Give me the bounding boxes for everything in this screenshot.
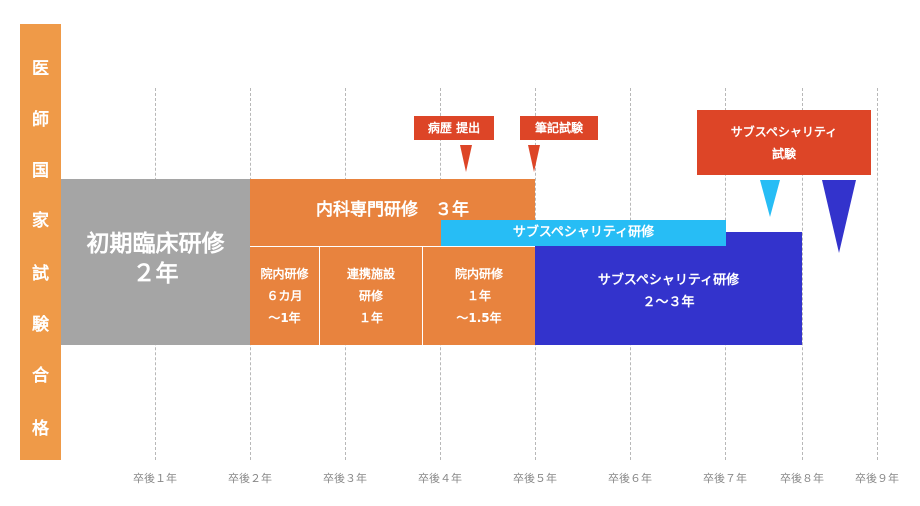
rotation-line: １年 xyxy=(358,311,383,325)
subspecialty-exam-line: サブスペシャリティ xyxy=(730,125,838,139)
side-label-char: 試 xyxy=(32,264,49,284)
rotation-line: 院内研修 xyxy=(454,267,503,281)
year-label: 卒後１年 xyxy=(133,472,177,485)
side-label-char: 合 xyxy=(32,366,49,386)
rotation-line: ～1年 xyxy=(268,311,301,325)
side-label-char: 国 xyxy=(32,161,49,181)
internal-medicine-block: 内科専門研修 ３年 xyxy=(250,179,535,246)
rotation-line: 連携施設 xyxy=(346,267,395,281)
written-exam-label: 筆記試験 xyxy=(534,121,583,135)
year-label: 卒後３年 xyxy=(323,472,367,485)
subspecialty-training-line: ２～３年 xyxy=(642,295,695,310)
rotation-line: 研修 xyxy=(358,289,383,303)
case-history-pointer xyxy=(460,145,472,172)
case-history-label: 病歴 提出 xyxy=(427,121,481,135)
written-exam-flag: 筆記試験 xyxy=(520,116,598,140)
year-label: 卒後９年 xyxy=(855,472,899,485)
subspecialty-training-line: サブスペシャリティ研修 xyxy=(597,273,740,288)
rotation-block: 院内研修 ６カ月 ～1年 xyxy=(250,246,320,345)
rotation-line: 院内研修 xyxy=(260,267,309,281)
year-gridline xyxy=(877,88,878,460)
side-label-char: 師 xyxy=(32,110,49,130)
rotation-line: ～1.5年 xyxy=(456,311,502,325)
initial-training-title: 初期臨床研修 xyxy=(86,231,225,257)
rotation-block: 連携施設 研修 １年 xyxy=(320,246,423,345)
subspecialty-exam-line: 試験 xyxy=(771,147,796,161)
side-label-char: 格 xyxy=(32,419,49,439)
year-label: 卒後６年 xyxy=(608,472,652,485)
written-exam-pointer xyxy=(528,145,540,172)
year-label: 卒後７年 xyxy=(703,472,747,485)
side-label-char: 験 xyxy=(32,315,49,335)
initial-training-duration: ２年 xyxy=(132,261,179,287)
initial-training-block: 初期臨床研修 ２年 xyxy=(61,179,250,345)
subspecialty-overlap-bar: サブスペシャリティ研修 xyxy=(441,220,726,246)
rotation-line: ６カ月 xyxy=(266,289,303,303)
case-history-flag: 病歴 提出 xyxy=(414,116,494,140)
year-label: 卒後２年 xyxy=(228,472,272,485)
year-gridline xyxy=(802,88,803,460)
year-label: 卒後４年 xyxy=(418,472,462,485)
subspecialty-exam-flag: サブスペシャリティ 試験 xyxy=(697,110,871,175)
side-label-char: 医 xyxy=(32,59,49,79)
year-label: 卒後５年 xyxy=(513,472,557,485)
internal-medicine-title: 内科専門研修 ３年 xyxy=(316,200,469,220)
side-label-char: 家 xyxy=(32,211,49,231)
subspecialty-training-end-pointer xyxy=(822,180,856,253)
subspecialty-overlap-end-pointer xyxy=(760,180,780,217)
subspecialty-training-block: サブスペシャリティ研修 ２～３年 xyxy=(535,232,802,345)
subspecialty-overlap-label: サブスペシャリティ研修 xyxy=(512,225,655,240)
rotation-block: 院内研修 １年 ～1.5年 xyxy=(423,246,535,345)
side-label-bar: 医 師 国 家 試 験 合 格 xyxy=(20,24,61,460)
rotation-line: １年 xyxy=(466,289,491,303)
year-label: 卒後８年 xyxy=(780,472,824,485)
